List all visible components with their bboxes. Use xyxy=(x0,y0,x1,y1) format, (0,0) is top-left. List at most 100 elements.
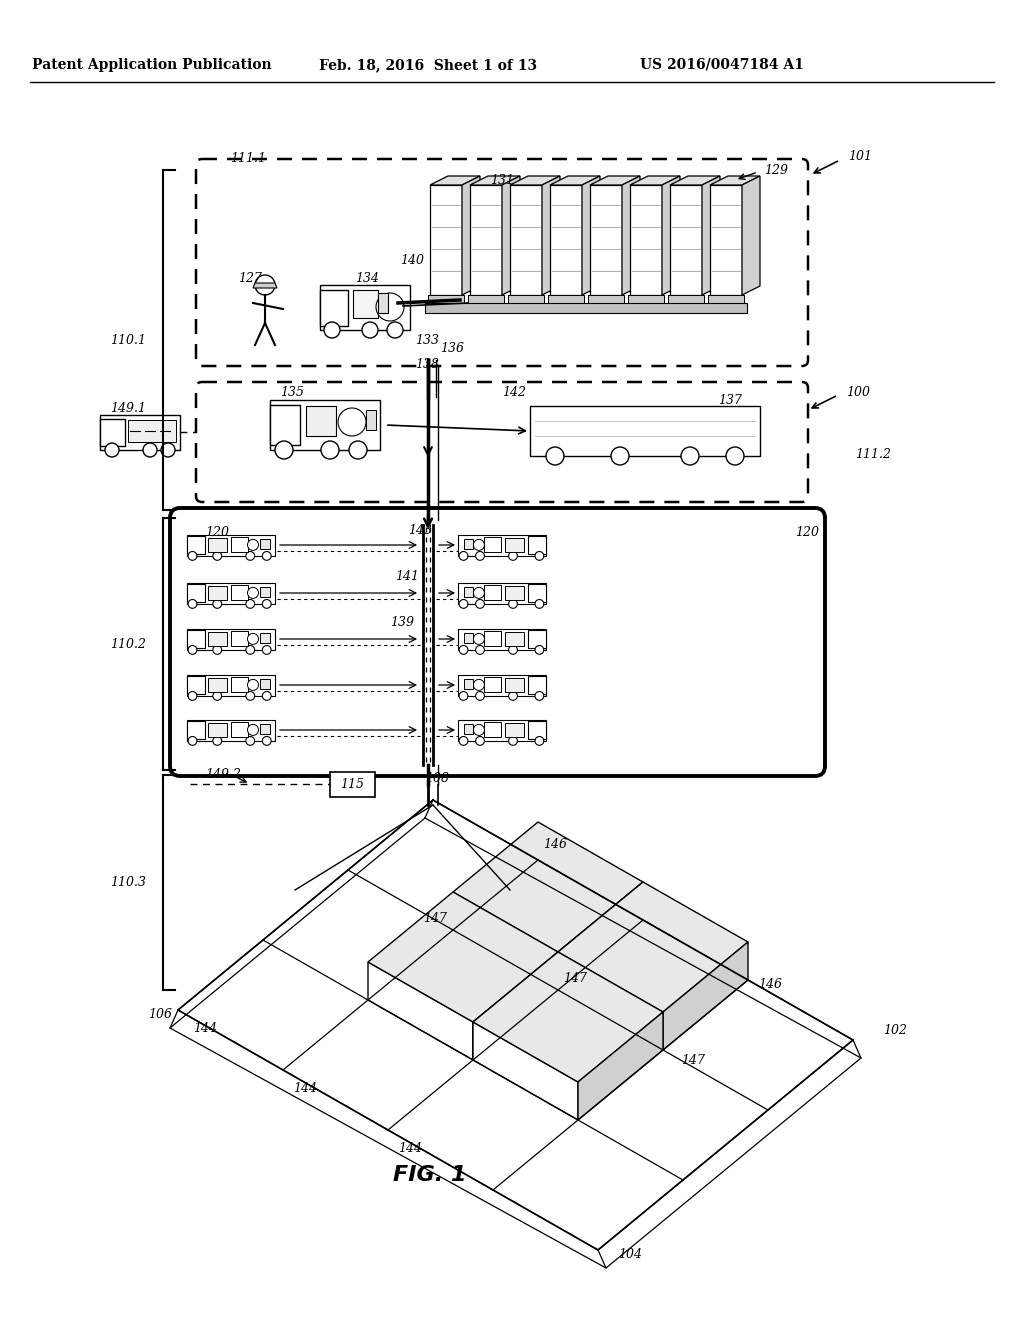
Bar xyxy=(231,722,248,737)
Polygon shape xyxy=(473,952,558,1060)
Polygon shape xyxy=(470,176,520,185)
Bar xyxy=(628,294,664,304)
Text: 140: 140 xyxy=(400,253,424,267)
Circle shape xyxy=(213,599,221,609)
Polygon shape xyxy=(670,176,720,185)
Circle shape xyxy=(726,447,744,465)
Circle shape xyxy=(387,322,403,338)
Circle shape xyxy=(535,552,544,560)
Bar xyxy=(100,414,180,450)
Circle shape xyxy=(246,599,255,609)
Polygon shape xyxy=(742,176,760,294)
Circle shape xyxy=(262,645,271,655)
Bar xyxy=(505,677,524,692)
Text: 101: 101 xyxy=(848,150,872,164)
Circle shape xyxy=(475,692,484,701)
Bar xyxy=(319,290,348,326)
Bar xyxy=(484,677,501,692)
Bar xyxy=(260,680,270,689)
Bar xyxy=(187,535,275,556)
Bar xyxy=(270,400,380,450)
Circle shape xyxy=(546,447,564,465)
Text: 147: 147 xyxy=(681,1053,705,1067)
Text: 131: 131 xyxy=(490,173,514,186)
Circle shape xyxy=(376,293,404,321)
Circle shape xyxy=(475,737,484,746)
Bar xyxy=(484,722,501,737)
Bar xyxy=(458,675,546,696)
Circle shape xyxy=(362,322,378,338)
Polygon shape xyxy=(550,176,600,185)
Bar xyxy=(100,418,125,446)
Circle shape xyxy=(246,737,255,746)
Circle shape xyxy=(473,540,484,550)
Bar xyxy=(505,723,524,737)
Polygon shape xyxy=(663,942,748,1049)
Bar xyxy=(548,294,584,304)
Polygon shape xyxy=(453,822,643,952)
Bar xyxy=(319,285,410,330)
Polygon shape xyxy=(542,176,560,294)
Bar xyxy=(505,537,524,552)
Bar xyxy=(508,294,544,304)
Bar xyxy=(260,540,270,549)
Text: 135: 135 xyxy=(280,385,304,399)
Bar xyxy=(208,723,227,737)
FancyBboxPatch shape xyxy=(196,158,808,366)
Polygon shape xyxy=(590,176,640,185)
Bar xyxy=(187,676,205,694)
Bar xyxy=(231,537,248,552)
Circle shape xyxy=(338,408,366,436)
Bar xyxy=(528,676,546,694)
Text: 138: 138 xyxy=(415,359,439,371)
Circle shape xyxy=(509,692,517,701)
Bar xyxy=(187,630,205,648)
Bar xyxy=(425,304,746,313)
Text: Feb. 18, 2016  Sheet 1 of 13: Feb. 18, 2016 Sheet 1 of 13 xyxy=(318,58,537,73)
Circle shape xyxy=(213,692,221,701)
Circle shape xyxy=(262,552,271,560)
Circle shape xyxy=(459,599,468,609)
Polygon shape xyxy=(558,882,643,990)
Circle shape xyxy=(188,737,197,746)
Bar xyxy=(187,675,275,696)
Text: 115: 115 xyxy=(340,777,364,791)
Circle shape xyxy=(246,645,255,655)
Text: 144: 144 xyxy=(293,1081,317,1094)
Circle shape xyxy=(262,599,271,609)
Polygon shape xyxy=(630,185,662,294)
Polygon shape xyxy=(702,176,720,294)
Circle shape xyxy=(611,447,629,465)
FancyBboxPatch shape xyxy=(170,508,825,776)
Bar xyxy=(208,677,227,692)
Bar xyxy=(464,680,473,689)
Bar xyxy=(187,536,205,553)
Polygon shape xyxy=(622,176,640,294)
Text: 104: 104 xyxy=(618,1249,642,1262)
Bar xyxy=(128,420,176,442)
Bar xyxy=(208,586,227,599)
Bar xyxy=(270,405,300,445)
Text: 106: 106 xyxy=(148,1008,172,1022)
Circle shape xyxy=(509,599,517,609)
Bar xyxy=(458,719,546,741)
Circle shape xyxy=(213,552,221,560)
Circle shape xyxy=(255,275,275,294)
Circle shape xyxy=(213,737,221,746)
Text: 111.1: 111.1 xyxy=(230,152,266,165)
Bar xyxy=(468,294,504,304)
Text: 149.1: 149.1 xyxy=(110,401,146,414)
Text: 142: 142 xyxy=(502,385,526,399)
Bar xyxy=(353,290,378,318)
Circle shape xyxy=(473,587,484,598)
Polygon shape xyxy=(502,176,520,294)
Polygon shape xyxy=(473,1022,578,1119)
Bar xyxy=(668,294,705,304)
Polygon shape xyxy=(662,176,680,294)
Bar xyxy=(458,630,546,649)
Bar xyxy=(484,537,501,552)
Circle shape xyxy=(188,645,197,655)
Bar xyxy=(708,294,744,304)
Text: 120: 120 xyxy=(795,527,819,540)
Polygon shape xyxy=(453,892,558,990)
